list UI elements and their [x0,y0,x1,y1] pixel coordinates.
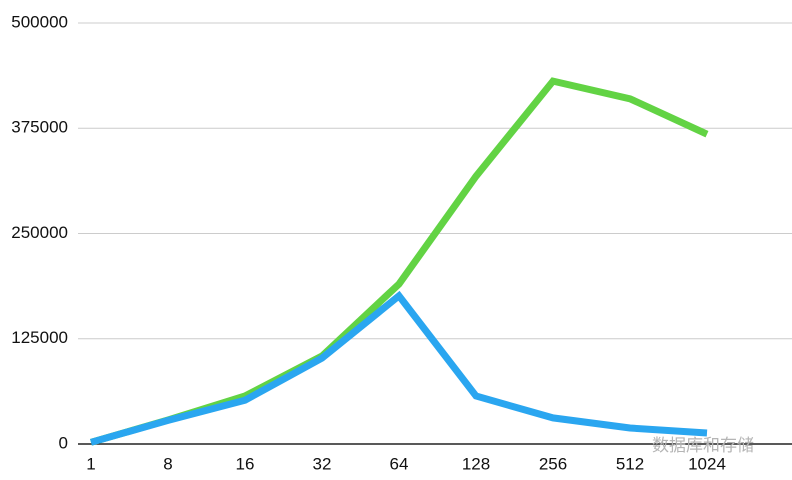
x-tick-label: 128 [462,454,490,473]
x-tick-label: 1 [86,454,95,473]
y-tick-label: 375000 [11,118,68,137]
series-line [90,77,709,446]
y-tick-label: 0 [59,433,68,452]
watermark: 数据库和存储 [652,436,754,456]
x-tick-label: 64 [390,454,409,473]
y-tick-label: 125000 [11,328,68,347]
x-tick-label: 8 [163,454,172,473]
x-tick-label: 1024 [688,454,726,473]
x-tick-label: 16 [236,454,255,473]
x-tick-label: 32 [313,454,332,473]
series-line [90,290,708,446]
x-tick-label: 512 [616,454,644,473]
y-tick-label: 500000 [11,12,68,31]
x-tick-label: 256 [539,454,567,473]
y-tick-label: 250000 [11,223,68,242]
